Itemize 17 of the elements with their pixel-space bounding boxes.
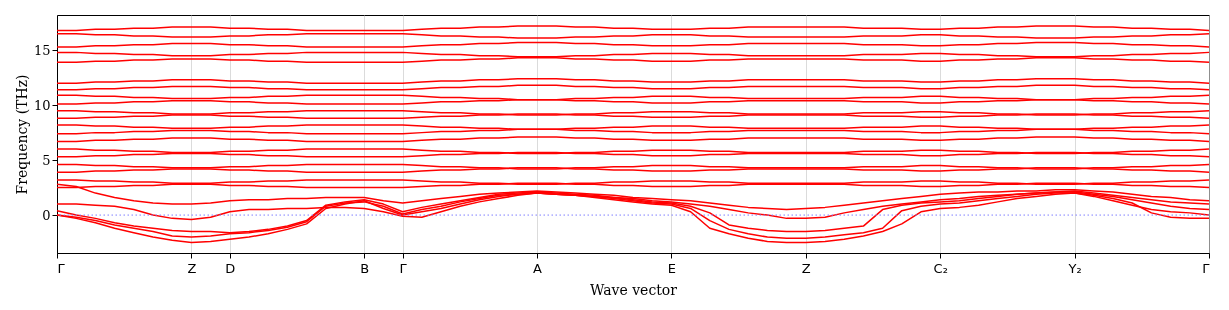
y-tick-label: 10	[33, 97, 51, 113]
y-tick-label: 0	[42, 207, 51, 223]
x-tick-label: Z	[801, 260, 811, 276]
y-axis-title: Frequency (THz)	[13, 74, 30, 195]
x-tick-label: Γ	[399, 260, 408, 276]
y-tick-label: 5	[42, 152, 51, 168]
x-tick-label: D	[225, 260, 236, 276]
x-tick-label: B	[360, 260, 370, 276]
x-tick-label: Γ	[57, 260, 66, 276]
x-tick-label: Y₂	[1067, 260, 1082, 276]
x-tick-label: Z	[187, 260, 197, 276]
x-tick-label: E	[667, 260, 677, 276]
x-tick-label: C₂	[933, 260, 948, 276]
x-tick-label: A	[533, 260, 543, 276]
y-tick-label: 15	[33, 42, 51, 58]
x-tick-label: Γ	[1202, 260, 1211, 276]
x-axis-title: Wave vector	[590, 281, 678, 298]
